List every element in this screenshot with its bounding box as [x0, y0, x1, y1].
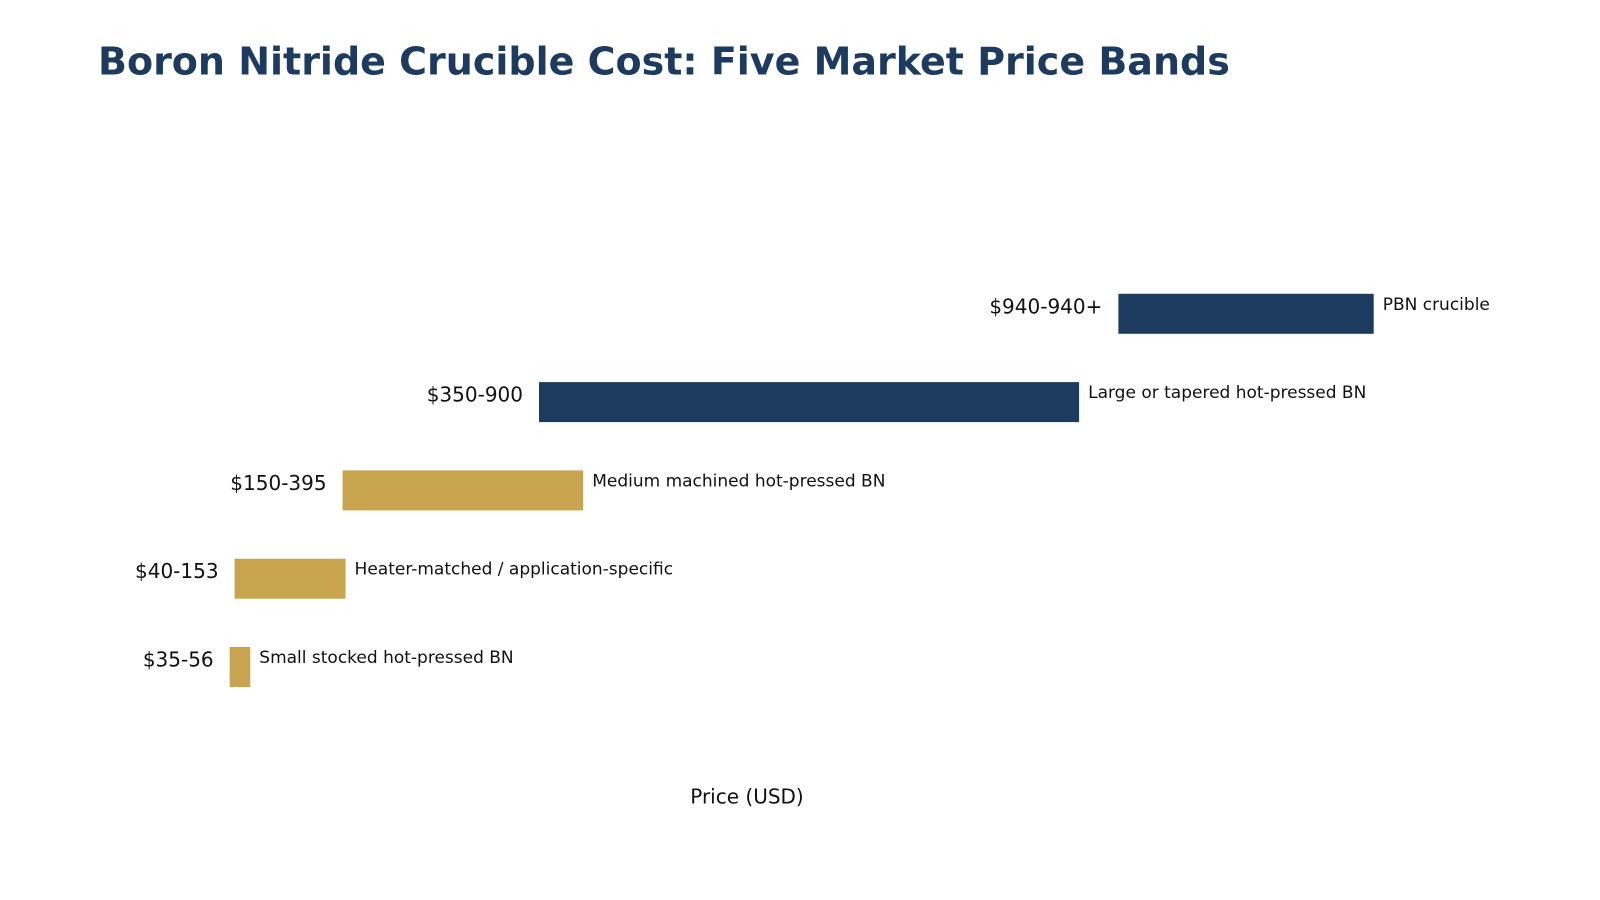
x-axis-label: Price (USD) [690, 785, 804, 809]
range-label: $40-153 [135, 559, 219, 583]
range-label: $940-940+ [989, 294, 1102, 318]
category-label: Heater-matched / application-specific [355, 560, 674, 580]
category-label: PBN crucible [1383, 295, 1490, 315]
bar [234, 558, 346, 599]
category-label: Large or tapered hot-pressed BN [1088, 383, 1366, 403]
bar [539, 382, 1080, 423]
range-label: $150-395 [230, 471, 326, 495]
bar [229, 647, 251, 687]
category-label: Small stocked hot-pressed BN [259, 648, 513, 668]
range-label: $35-56 [143, 648, 214, 672]
chart-title: Boron Nitride Crucible Cost: Five Market… [98, 40, 1230, 84]
category-label: Medium machined hot-pressed BN [592, 471, 885, 491]
range-label: $350-900 [427, 383, 523, 407]
bar [342, 470, 584, 511]
bar [1118, 293, 1374, 334]
